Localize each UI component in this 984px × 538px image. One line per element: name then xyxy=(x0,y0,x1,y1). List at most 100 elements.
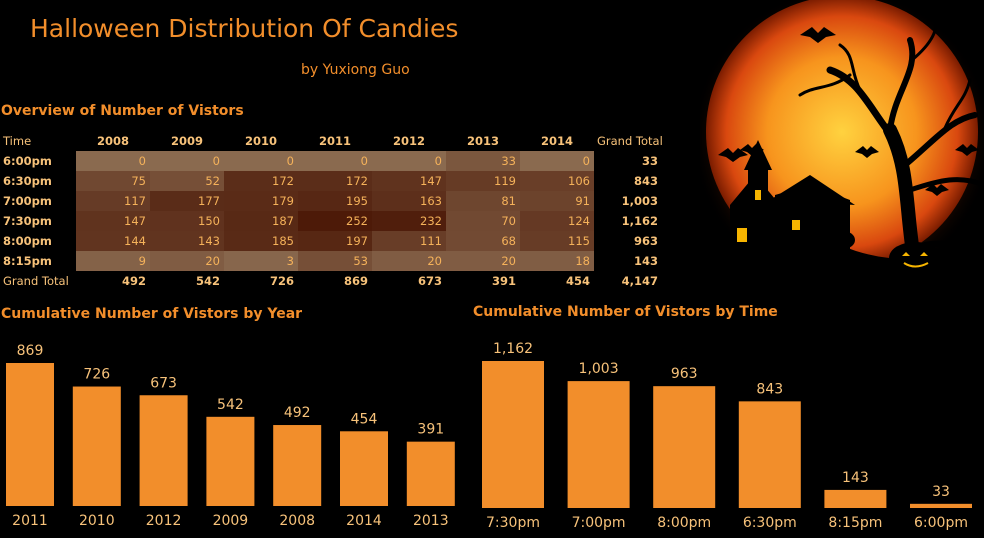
bar-value-label: 673 xyxy=(150,375,177,391)
bar xyxy=(273,425,322,506)
small-pumpkin-icon xyxy=(831,231,855,249)
heat-cell: 117 xyxy=(76,191,150,211)
category-tick-label: 2008 xyxy=(279,513,315,529)
bar xyxy=(567,381,630,508)
heat-cell: 143 xyxy=(150,231,224,251)
column-total: 492 xyxy=(121,274,146,288)
year-header: 2012 xyxy=(392,134,425,148)
row-grand-total: 33 xyxy=(641,154,658,168)
row-time-label: 7:00pm xyxy=(3,194,52,208)
bar-value-label: 1,003 xyxy=(579,361,619,377)
halloween-moon-illustration xyxy=(700,0,984,290)
heat-cell: 0 xyxy=(150,151,224,171)
column-total: 391 xyxy=(491,274,516,288)
bar-value-label: 33 xyxy=(932,484,950,500)
column-total: 869 xyxy=(343,274,368,288)
category-tick-label: 2010 xyxy=(79,513,115,529)
category-tick-label: 2009 xyxy=(213,513,249,529)
heat-cell: 172 xyxy=(224,171,298,191)
category-tick-label: 8:15pm xyxy=(828,515,882,531)
category-tick-label: 8:00pm xyxy=(657,515,711,531)
heat-cell: 3 xyxy=(224,251,298,271)
heat-cell: 0 xyxy=(224,151,298,171)
heat-cell: 147 xyxy=(76,211,150,231)
bar xyxy=(72,386,121,506)
heat-cell: 9 xyxy=(76,251,150,271)
heat-cell: 144 xyxy=(76,231,150,251)
row-grand-total: 143 xyxy=(633,254,658,268)
category-tick-label: 6:00pm xyxy=(914,515,968,531)
bar xyxy=(482,361,544,508)
heat-cell: 232 xyxy=(372,211,446,231)
row-time-label: 8:15pm xyxy=(3,254,52,268)
heat-cell: 163 xyxy=(372,191,446,211)
category-tick-label: 2012 xyxy=(146,513,182,529)
bar-value-label: 726 xyxy=(83,367,110,383)
grand-total-row-label: Grand Total xyxy=(3,274,69,288)
bar xyxy=(139,395,188,506)
bar-value-label: 869 xyxy=(17,343,44,359)
bar-value-label: 1,162 xyxy=(493,341,533,357)
row-time-label: 7:30pm xyxy=(3,214,52,228)
bar xyxy=(406,441,455,506)
row-time-label: 6:00pm xyxy=(3,154,52,168)
overall-grand-total: 4,147 xyxy=(621,274,658,288)
heat-cell: 53 xyxy=(298,251,372,271)
category-tick-label: 6:30pm xyxy=(743,515,797,531)
year-header: 2011 xyxy=(318,134,351,148)
heat-cell: 119 xyxy=(446,171,520,191)
bar-value-label: 963 xyxy=(671,366,698,382)
bar-value-label: 391 xyxy=(417,422,444,438)
heat-cell: 81 xyxy=(446,191,520,211)
heat-cell: 70 xyxy=(446,211,520,231)
heat-cell: 91 xyxy=(520,191,594,211)
heat-cell: 252 xyxy=(298,211,372,231)
bar xyxy=(824,489,887,508)
heat-cell: 150 xyxy=(150,211,224,231)
heat-cell: 172 xyxy=(298,171,372,191)
heat-cell: 197 xyxy=(298,231,372,251)
row-time-label: 6:30pm xyxy=(3,174,52,188)
dashboard-title: Halloween Distribution Of Candies xyxy=(30,14,459,43)
bar xyxy=(6,363,54,506)
heat-cell: 187 xyxy=(224,211,298,231)
heat-cell: 75 xyxy=(76,171,150,191)
category-tick-label: 2014 xyxy=(346,513,382,529)
heat-cell: 0 xyxy=(520,151,594,171)
column-total: 726 xyxy=(269,274,294,288)
year-bar-chart: 869 2011 726 2010 673 2012 542 2009 492 2008 454 20… xyxy=(6,343,455,529)
corner-label: Time xyxy=(3,134,32,148)
spooky-tree-icon xyxy=(798,13,984,272)
heat-cell: 0 xyxy=(372,151,446,171)
heat-cell: 0 xyxy=(298,151,372,171)
bar-value-label: 542 xyxy=(217,397,244,413)
category-tick-label: 2011 xyxy=(12,513,48,529)
time-bar-chart: 1,162 7:30pm 1,003 7:00pm 963 8:00pm 843 6:30pm… xyxy=(482,341,972,531)
heat-cell: 195 xyxy=(298,191,372,211)
time-chart-title: Cumulative Number of Vistors by Time xyxy=(473,304,778,320)
row-time-label: 8:00pm xyxy=(3,234,52,248)
dashboard-subtitle: by Yuxiong Guo xyxy=(301,62,410,78)
heat-cell: 52 xyxy=(150,171,224,191)
bar xyxy=(340,431,388,506)
row-grand-total: 963 xyxy=(633,234,658,248)
year-header: 2014 xyxy=(540,134,573,148)
overview-title: Overview of Number of Vistors xyxy=(1,103,244,119)
heat-cell: 0 xyxy=(76,151,150,171)
year-header: 2009 xyxy=(170,134,203,148)
bar-value-label: 454 xyxy=(351,411,378,427)
year-header: 2013 xyxy=(466,134,499,148)
row-grand-total: 843 xyxy=(633,174,658,188)
bar xyxy=(910,503,972,508)
column-total: 673 xyxy=(417,274,442,288)
heat-cell: 18 xyxy=(520,251,594,271)
heat-cell: 177 xyxy=(150,191,224,211)
bar-value-label: 492 xyxy=(284,405,311,421)
bar xyxy=(738,401,801,508)
row-grand-total: 1,162 xyxy=(621,214,658,228)
column-total: 454 xyxy=(565,274,590,288)
bar xyxy=(206,416,255,506)
bar xyxy=(653,386,716,508)
heat-cell: 124 xyxy=(520,211,594,231)
heat-cell: 179 xyxy=(224,191,298,211)
